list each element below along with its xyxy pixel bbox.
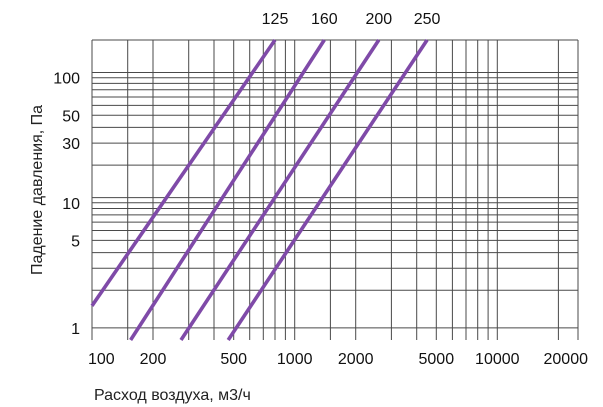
x-tick-labels: 100 200 500 1000 2000 5000 10000 20000: [88, 351, 588, 368]
y-tick-label: 5: [71, 233, 80, 250]
series-line-125: [90, 38, 277, 307]
y-tick-label: 30: [62, 136, 80, 153]
grid: [91, 39, 579, 340]
series-line-200: [179, 39, 381, 341]
series-labels: 125 160 200 250: [262, 11, 441, 28]
x-tick-label: 10000: [475, 351, 520, 368]
x-tick-label: 500: [220, 351, 247, 368]
series-label-200: 200: [365, 11, 392, 28]
series-label-160: 160: [311, 11, 338, 28]
x-tick-label: 1000: [277, 351, 313, 368]
y-tick-label: 100: [53, 71, 80, 88]
y-tick-label: 50: [62, 108, 80, 125]
series-line-250: [226, 39, 429, 341]
series-lines: [90, 38, 429, 341]
series-label-250: 250: [414, 11, 441, 28]
y-tick-labels: 1 5 10 30 50 100: [53, 71, 80, 338]
series-line-160: [129, 39, 326, 341]
x-tick-label: 5000: [419, 351, 455, 368]
x-tick-label: 100: [88, 351, 115, 368]
y-tick-label: 1: [71, 321, 80, 338]
x-tick-label: 2000: [338, 351, 374, 368]
x-tick-label: 20000: [544, 351, 589, 368]
x-axis-title: Расход воздуха, м3/ч: [94, 387, 251, 404]
y-tick-label: 10: [62, 196, 80, 213]
y-axis-title: Падение давления, Па: [29, 105, 46, 275]
series-label-125: 125: [262, 11, 289, 28]
x-tick-label: 200: [140, 351, 167, 368]
